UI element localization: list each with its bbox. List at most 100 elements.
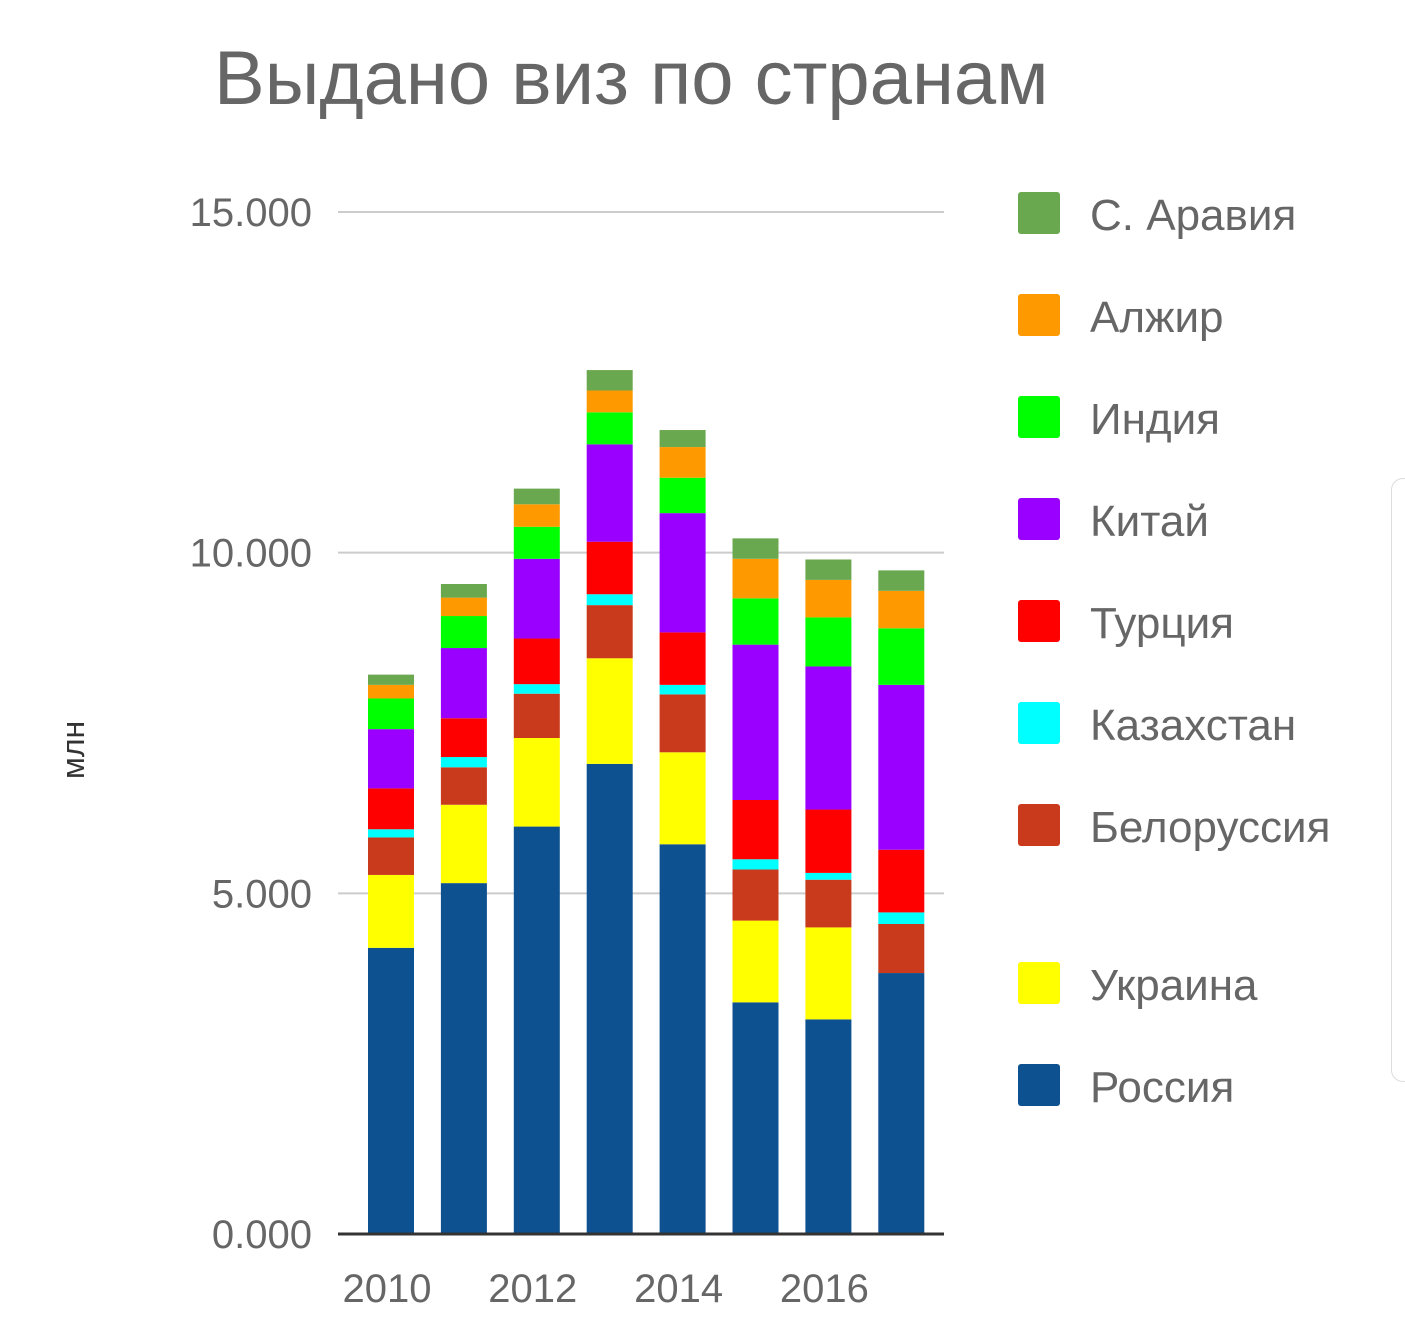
- legend-swatch: [1018, 804, 1060, 846]
- bar-segment[interactable]: [878, 923, 925, 974]
- bar-segment[interactable]: [513, 638, 560, 685]
- bar-segment[interactable]: [805, 559, 852, 580]
- bar-segment[interactable]: [732, 859, 779, 870]
- bar-segment[interactable]: [878, 912, 925, 924]
- bar-segment[interactable]: [368, 684, 414, 699]
- bar-segment[interactable]: [805, 579, 852, 618]
- bar-segment[interactable]: [732, 869, 779, 921]
- bar-segment[interactable]: [878, 849, 925, 913]
- bar-segment[interactable]: [805, 666, 852, 810]
- bar-segment[interactable]: [368, 874, 414, 948]
- bar-segment[interactable]: [805, 879, 852, 928]
- bar-segment[interactable]: [586, 594, 633, 606]
- bar-segment[interactable]: [513, 488, 560, 505]
- bar-segment[interactable]: [805, 617, 852, 667]
- bar-segment[interactable]: [878, 973, 925, 1234]
- legend-item: Украина: [1018, 958, 1348, 1060]
- bar-segment[interactable]: [659, 632, 706, 685]
- bar-segment[interactable]: [586, 444, 633, 542]
- legend-label: Украина: [1090, 961, 1258, 1010]
- y-tick-label: 5.000: [212, 872, 312, 916]
- bar-segment[interactable]: [805, 1019, 852, 1234]
- bar-segment[interactable]: [732, 799, 779, 860]
- legend-label: Россия: [1090, 1063, 1235, 1112]
- bar-segment[interactable]: [368, 698, 414, 730]
- bar-segment[interactable]: [368, 829, 414, 838]
- bar-segment[interactable]: [659, 752, 706, 845]
- bar-segment[interactable]: [805, 872, 852, 880]
- bar-segment[interactable]: [368, 788, 414, 830]
- bar-segment[interactable]: [440, 584, 487, 598]
- legend: С. Аравия Алжир Индия Китай Турция Казахстан Б…: [1018, 188, 1348, 1120]
- bar-segment[interactable]: [586, 658, 633, 764]
- bar-segment[interactable]: [732, 644, 779, 800]
- legend-swatch: [1018, 396, 1060, 438]
- legend-swatch: [1018, 498, 1060, 540]
- bar-segment[interactable]: [878, 570, 925, 591]
- bar-segment[interactable]: [440, 757, 487, 768]
- legend-item: Казахстан: [1018, 698, 1348, 800]
- bar-segment[interactable]: [586, 541, 633, 595]
- bar-segment[interactable]: [513, 826, 560, 1234]
- bar-segment[interactable]: [513, 693, 560, 738]
- legend-label: Алжир: [1090, 293, 1224, 342]
- bar-segment[interactable]: [440, 718, 487, 758]
- bar-segment[interactable]: [586, 605, 633, 659]
- bar-segment[interactable]: [732, 920, 779, 1003]
- bar-segment[interactable]: [440, 648, 487, 719]
- bar-segment[interactable]: [368, 837, 414, 875]
- x-tick-label: 2012: [488, 1267, 577, 1311]
- bar-segment[interactable]: [659, 684, 706, 695]
- bar-segment[interactable]: [659, 477, 706, 514]
- legend-item: Россия: [1018, 1060, 1348, 1120]
- bar-segment[interactable]: [659, 513, 706, 633]
- bar-segment[interactable]: [659, 430, 706, 448]
- legend-label: Белоруссия: [1090, 803, 1331, 852]
- legend-label: Турция: [1090, 599, 1234, 648]
- y-tick-label: 15.000: [190, 191, 312, 235]
- bar-segment[interactable]: [513, 558, 560, 639]
- bar-segment[interactable]: [878, 590, 925, 629]
- bar-segment[interactable]: [878, 628, 925, 685]
- axes: 0.000 5.000 10.000 15.000 2010 2012 2014 2016: [190, 191, 944, 1311]
- edge-panel-handle[interactable]: [1391, 478, 1405, 1082]
- bar-segment[interactable]: [368, 674, 414, 685]
- bar-segment[interactable]: [586, 412, 633, 445]
- y-axis-label: млн: [55, 721, 91, 779]
- bar-segment[interactable]: [586, 370, 633, 391]
- chart-title: Выдано виз по странам: [214, 36, 1049, 121]
- bar-segment[interactable]: [513, 684, 560, 694]
- bar-segment[interactable]: [440, 597, 487, 617]
- bar-segment[interactable]: [586, 390, 633, 413]
- bar-segment[interactable]: [659, 844, 706, 1234]
- bar-segment[interactable]: [513, 526, 560, 559]
- bar-segment[interactable]: [732, 598, 779, 645]
- bar-segment[interactable]: [513, 737, 560, 827]
- bar-segment[interactable]: [368, 729, 414, 789]
- bar-segment[interactable]: [732, 1002, 779, 1234]
- y-tick-label: 10.000: [190, 532, 312, 576]
- bar-segment[interactable]: [440, 616, 487, 649]
- bar-segment[interactable]: [440, 804, 487, 884]
- bar-segment[interactable]: [732, 538, 779, 559]
- bar-segment[interactable]: [659, 694, 706, 753]
- bar-segment[interactable]: [440, 883, 487, 1234]
- bar-segment[interactable]: [659, 447, 706, 478]
- bar-segment[interactable]: [586, 763, 633, 1234]
- grid-lines: [338, 211, 944, 895]
- y-tick-label: 0.000: [212, 1213, 312, 1257]
- legend-label: С. Аравия: [1090, 191, 1297, 240]
- bar-segment[interactable]: [440, 767, 487, 805]
- bar-segment[interactable]: [732, 558, 779, 599]
- bar-segment[interactable]: [805, 809, 852, 873]
- bar-stacks: [368, 370, 925, 1234]
- bar-segment[interactable]: [513, 504, 560, 527]
- legend-item: Алжир: [1018, 290, 1348, 392]
- bar-segment[interactable]: [805, 927, 852, 1020]
- legend-swatch: [1018, 600, 1060, 642]
- legend-label: Китай: [1090, 497, 1209, 546]
- legend-swatch: [1018, 294, 1060, 336]
- bar-segment[interactable]: [878, 684, 925, 850]
- bar-segment[interactable]: [368, 947, 414, 1234]
